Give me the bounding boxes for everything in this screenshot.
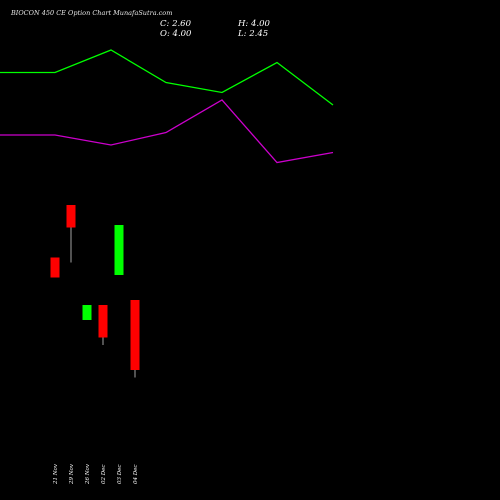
overlay-line-1 — [0, 49, 334, 106]
candles — [50, 205, 140, 378]
candle — [50, 257, 60, 278]
chart-title: BIOCON 450 CE Option Chart MunafaSutra.c… — [11, 9, 173, 17]
high-value: H: 4.00 — [238, 19, 270, 29]
x-tick-label: 29 Nov — [69, 463, 75, 485]
candle — [66, 205, 76, 263]
x-tick-label: 03 Dec — [117, 465, 123, 485]
candle — [98, 305, 108, 345]
candle-body — [130, 300, 140, 370]
x-tick-label: 02 Dec — [101, 465, 107, 485]
candle — [130, 300, 140, 378]
candle-body — [98, 305, 108, 338]
candle-body — [66, 205, 76, 228]
overlay-lines — [0, 49, 334, 164]
overlay-line-2 — [0, 99, 334, 164]
close-value: C: 2.60 — [160, 19, 191, 29]
low-value: L: 2.45 — [238, 29, 269, 39]
open-value: O: 4.00 — [160, 29, 192, 39]
candle — [82, 305, 92, 320]
x-tick-label: 04 Dec — [133, 465, 139, 485]
candle-body — [82, 305, 92, 320]
x-tick-label: 21 Nov — [53, 463, 59, 485]
candle-body — [114, 225, 124, 275]
candle-body — [50, 257, 60, 278]
candle — [114, 225, 124, 275]
x-axis-labels: 21 Nov 29 Nov 26 Nov 02 Dec 03 Dec 04 Dec — [53, 463, 139, 485]
x-tick-label: 26 Nov — [85, 463, 91, 485]
